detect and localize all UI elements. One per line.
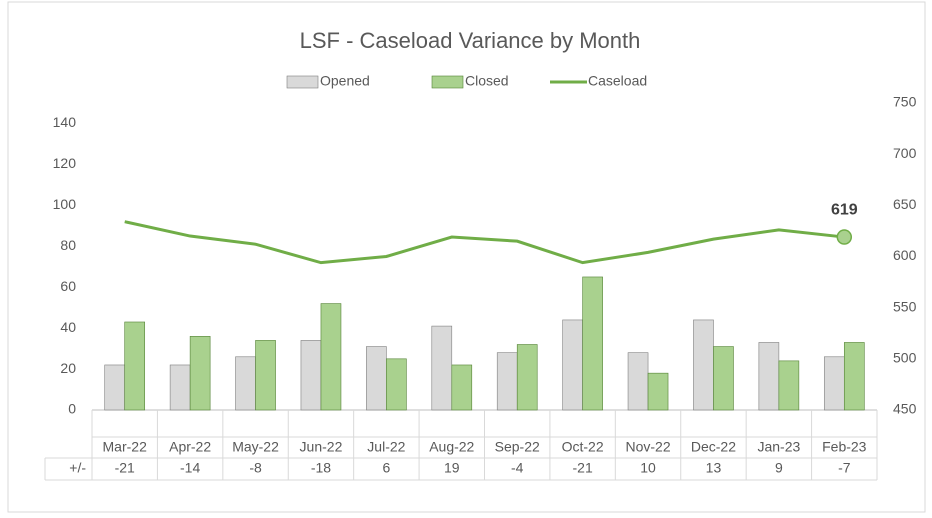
table-value: -8: [249, 460, 262, 476]
legend-swatch: [431, 75, 464, 89]
table-value: -18: [311, 460, 331, 476]
x-tick-label: Jul-22: [367, 439, 405, 455]
x-tick-label: Jun-22: [300, 439, 343, 455]
table-value: 9: [775, 460, 783, 476]
bar: [713, 346, 734, 411]
table-row-label: +/-: [69, 460, 86, 476]
bar: [823, 356, 845, 411]
bar: [169, 364, 191, 411]
bar: [693, 319, 714, 411]
bar: [582, 276, 603, 411]
table-value: -21: [573, 460, 593, 476]
table-value: 19: [444, 460, 460, 476]
x-tick-label: Oct-22: [562, 439, 604, 455]
bar: [496, 352, 518, 411]
y2-tick-label: 650: [893, 196, 917, 212]
legend-label: Caseload: [588, 73, 647, 89]
legend-label: Closed: [465, 73, 509, 89]
bar: [647, 372, 669, 411]
table-value: 13: [706, 460, 722, 476]
bar: [758, 342, 780, 411]
bar: [431, 325, 453, 411]
bar: [300, 340, 322, 411]
y2-tick-label: 550: [893, 298, 917, 314]
bar: [366, 346, 387, 411]
y-tick-label: 80: [60, 237, 76, 253]
x-tick-label: Nov-22: [625, 439, 670, 455]
bar: [778, 360, 800, 411]
y2-tick-label: 450: [893, 401, 917, 417]
bar: [386, 358, 407, 411]
x-tick-label: Aug-22: [429, 439, 474, 455]
bar: [451, 364, 473, 411]
bar: [516, 344, 538, 411]
bar: [843, 342, 865, 411]
y-tick-label: 140: [53, 114, 77, 130]
y-tick-label: 60: [60, 278, 76, 294]
y-tick-label: 120: [53, 155, 77, 171]
x-tick-label: Mar-22: [103, 439, 148, 455]
bar: [562, 319, 583, 411]
table-value: -14: [180, 460, 200, 476]
table-value: -7: [838, 460, 851, 476]
x-tick-label: Jan-23: [757, 439, 800, 455]
legend-label: Opened: [320, 73, 370, 89]
y-tick-label: 20: [60, 360, 76, 376]
y2-tick-label: 700: [893, 145, 917, 161]
table-value: -21: [115, 460, 135, 476]
y2-tick-label: 600: [893, 247, 917, 263]
chart-title: LSF - Caseload Variance by Month: [300, 28, 641, 53]
x-tick-label: May-22: [232, 439, 279, 455]
bar: [124, 321, 146, 411]
bar: [235, 356, 256, 411]
table-value: 10: [640, 460, 656, 476]
bar: [255, 340, 276, 411]
y2-tick-label: 750: [893, 94, 917, 110]
line: [124, 220, 845, 265]
x-tick-label: Dec-22: [691, 439, 736, 455]
y2-tick-label: 500: [893, 350, 917, 366]
y-tick-label: 40: [60, 319, 76, 335]
end-marker: [836, 229, 853, 245]
chart-frame: [7, 1, 926, 513]
x-tick-label: Sep-22: [495, 439, 540, 455]
bar: [320, 303, 342, 411]
table-value: -4: [511, 460, 524, 476]
y-tick-label: 0: [68, 401, 76, 417]
bar: [627, 352, 649, 411]
table-value: 6: [382, 460, 390, 476]
bar: [189, 336, 211, 411]
bar: [104, 364, 126, 411]
data-label: 619: [831, 201, 858, 218]
legend-swatch: [286, 75, 319, 89]
x-tick-label: Apr-22: [169, 439, 211, 455]
x-tick-label: Feb-23: [822, 439, 867, 455]
y-tick-label: 100: [53, 196, 77, 212]
